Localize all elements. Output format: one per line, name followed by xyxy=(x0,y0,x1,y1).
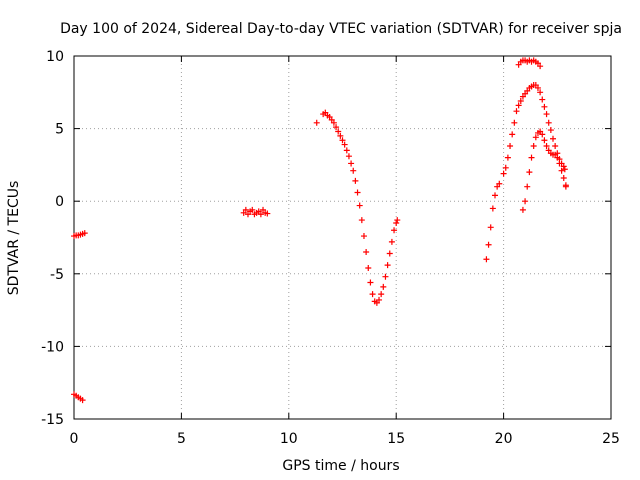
data-point xyxy=(391,227,398,234)
data-point xyxy=(367,279,374,286)
data-point xyxy=(339,137,346,144)
data-point xyxy=(343,147,350,154)
data-point xyxy=(350,167,357,174)
data-point xyxy=(534,84,541,91)
data-point xyxy=(330,119,337,126)
grid xyxy=(74,56,611,419)
data-point xyxy=(537,89,544,96)
data-point xyxy=(537,63,544,70)
data-point xyxy=(502,164,509,171)
data-point xyxy=(380,283,387,290)
data-point xyxy=(382,273,389,280)
data-point xyxy=(352,177,359,184)
data-point xyxy=(541,103,548,110)
x-tick-label: 5 xyxy=(177,431,186,447)
data-point xyxy=(348,160,355,167)
x-tick-label: 0 xyxy=(70,431,79,447)
data-point xyxy=(539,131,546,138)
data-point xyxy=(515,102,522,109)
data-point xyxy=(369,291,376,298)
data-point xyxy=(333,124,340,131)
data-point xyxy=(485,241,492,248)
data-point xyxy=(356,202,363,209)
x-tick-label: 20 xyxy=(495,431,513,447)
data-point xyxy=(363,249,370,256)
data-point xyxy=(552,143,559,150)
data-point xyxy=(313,119,320,126)
data-point xyxy=(487,224,494,231)
data-point xyxy=(354,189,361,196)
data-point xyxy=(264,210,271,217)
data-point xyxy=(378,291,385,298)
y-tick-label: -15 xyxy=(41,412,64,428)
data-point xyxy=(524,183,531,190)
data-point xyxy=(79,397,86,404)
x-tick-label: 25 xyxy=(602,431,620,447)
data-point xyxy=(507,143,514,150)
data-point xyxy=(522,198,529,205)
data-point xyxy=(341,141,348,148)
data-point xyxy=(519,206,526,213)
data-point xyxy=(489,205,496,212)
data-point xyxy=(545,119,552,126)
data-point xyxy=(560,163,567,170)
data-points xyxy=(71,57,569,404)
x-tick-label: 10 xyxy=(280,431,298,447)
data-point xyxy=(560,174,567,181)
data-point xyxy=(337,132,344,139)
data-point xyxy=(509,131,516,138)
data-point xyxy=(242,206,249,213)
x-axis-label: GPS time / hours xyxy=(282,458,399,474)
data-point xyxy=(384,262,391,269)
data-point xyxy=(528,154,535,161)
data-point xyxy=(394,217,401,224)
data-point xyxy=(530,143,537,150)
data-point xyxy=(511,119,518,126)
data-point xyxy=(335,128,342,135)
data-point xyxy=(345,153,352,160)
data-point xyxy=(376,296,383,303)
axis-ticks: 0 5 10 15 20 25 -15 -10 -5 0 5 10 xyxy=(41,49,620,447)
data-point xyxy=(526,169,533,176)
chart-title: Day 100 of 2024, Sidereal Day-to-day VTE… xyxy=(60,21,622,37)
data-point xyxy=(496,180,503,187)
data-point xyxy=(554,154,561,161)
data-point xyxy=(257,211,264,218)
data-point xyxy=(562,183,569,190)
y-tick-label: 0 xyxy=(55,194,64,210)
data-point xyxy=(556,160,563,167)
data-point xyxy=(550,135,557,142)
data-point xyxy=(483,256,490,263)
data-point xyxy=(81,230,88,237)
x-tick-label: 15 xyxy=(387,431,405,447)
data-point xyxy=(393,219,400,226)
data-point xyxy=(543,143,550,150)
data-point xyxy=(539,96,546,103)
data-point xyxy=(504,154,511,161)
data-point xyxy=(365,264,372,271)
data-point xyxy=(561,166,568,173)
y-tick-label: -5 xyxy=(50,267,64,283)
y-tick-label: 10 xyxy=(46,49,64,65)
data-point xyxy=(558,167,565,174)
y-tick-label: -10 xyxy=(41,339,64,355)
data-point xyxy=(358,217,365,224)
data-point xyxy=(541,137,548,144)
data-point xyxy=(517,98,524,105)
data-point xyxy=(388,238,395,245)
data-point xyxy=(543,111,550,118)
plot-frame xyxy=(73,55,612,420)
data-point xyxy=(500,170,507,177)
data-point xyxy=(492,192,499,199)
data-point xyxy=(532,134,539,141)
data-point xyxy=(360,233,367,240)
data-point xyxy=(513,108,520,115)
y-axis-label: SDTVAR / TECUs xyxy=(6,181,22,296)
data-point xyxy=(386,250,393,257)
data-point xyxy=(249,206,256,213)
data-point xyxy=(547,127,554,134)
y-tick-label: 5 xyxy=(55,122,64,138)
